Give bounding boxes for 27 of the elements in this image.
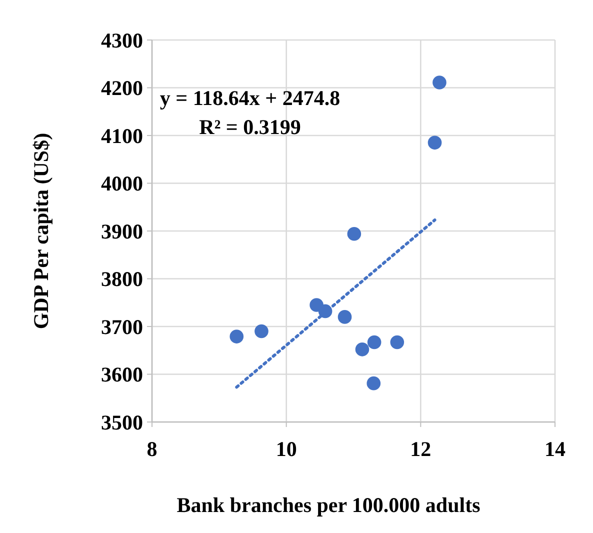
annotation: y = 118.64x + 2474.8 [160, 86, 340, 110]
y-tick-label: 3500 [101, 410, 143, 434]
y-tick-label: 4000 [101, 172, 143, 196]
y-tick-label: 4200 [101, 76, 143, 100]
point [338, 310, 352, 324]
point [366, 376, 381, 390]
point [428, 136, 442, 150]
x-tick-label: 8 [146, 437, 158, 461]
y-tick-label: 3800 [101, 267, 143, 292]
x-axis-title: Bank branches per 100.000 adults [176, 493, 480, 517]
y-tick-label: 3700 [101, 314, 143, 339]
point [355, 342, 370, 356]
point [347, 226, 362, 241]
point [230, 330, 244, 344]
y-tick-label: 3600 [101, 362, 143, 387]
y-axis-title: GDP Per capita (US$) [29, 132, 53, 330]
point [367, 335, 382, 350]
y-tick-label: 3900 [101, 219, 143, 244]
y-tick-label: 4300 [101, 28, 143, 52]
x-tick-label: 12 [410, 437, 432, 461]
point [432, 76, 446, 90]
x-tick-label: 10 [276, 437, 297, 461]
annotation: R² = 0.3199 [199, 115, 301, 139]
y-tick-label: 4100 [101, 124, 143, 148]
point [390, 335, 404, 350]
x-tick-label: 14 [544, 437, 566, 461]
point [254, 324, 268, 338]
